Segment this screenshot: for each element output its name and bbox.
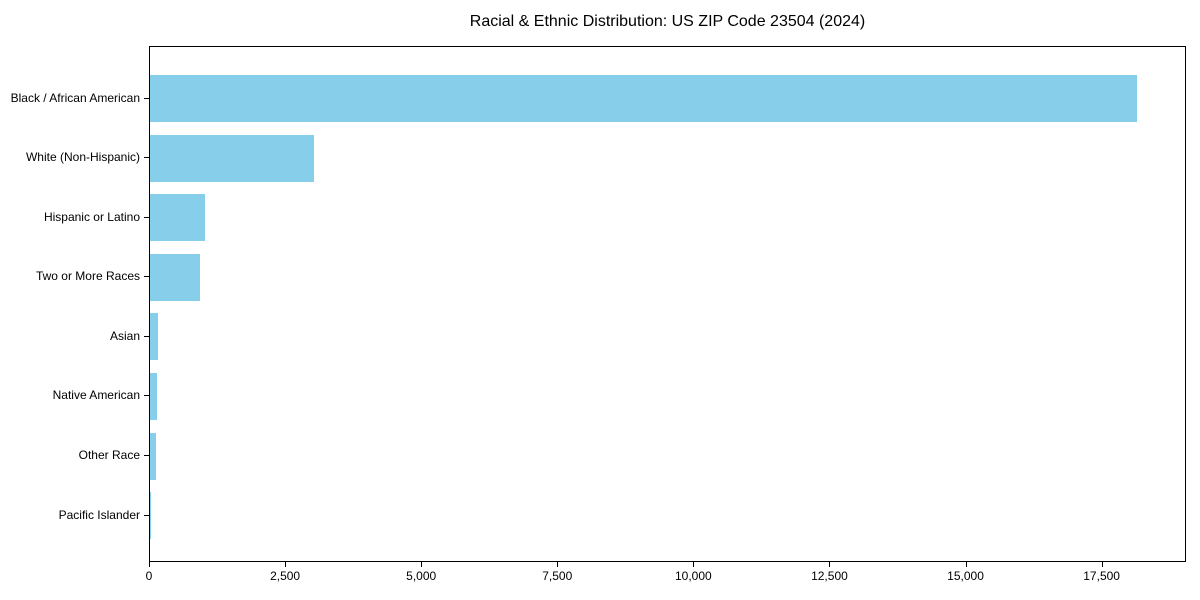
y-tick-mark bbox=[144, 276, 149, 278]
x-tick-label: 2,500 bbox=[270, 569, 301, 583]
y-tick-mark bbox=[144, 335, 149, 337]
y-tick-label-black-african-american: Black / African American bbox=[10, 90, 140, 105]
x-tick-label: 17,500 bbox=[1083, 569, 1120, 583]
x-tick-label: 5,000 bbox=[406, 569, 437, 583]
y-tick-mark bbox=[144, 395, 149, 397]
bar-black-african-american bbox=[150, 75, 1138, 123]
bar-pacific-islander bbox=[150, 492, 151, 540]
x-tick-mark bbox=[829, 562, 831, 567]
x-tick-mark bbox=[421, 562, 423, 567]
y-tick-label-pacific-islander: Pacific Islander bbox=[58, 507, 140, 522]
x-tick-mark bbox=[557, 562, 559, 567]
y-tick-label-white-non-hispanic: White (Non-Hispanic) bbox=[25, 150, 140, 165]
x-tick-label: 7,500 bbox=[542, 569, 573, 583]
bar-hispanic-or-latino bbox=[150, 194, 205, 242]
y-tick-mark bbox=[144, 97, 149, 99]
bar-two-or-more-races bbox=[150, 253, 200, 301]
y-tick-label-two-or-more-races: Two or More Races bbox=[35, 269, 140, 284]
x-tick-mark bbox=[285, 562, 287, 567]
bar-asian bbox=[150, 313, 158, 361]
x-tick-label: 15,000 bbox=[947, 569, 984, 583]
x-tick-label: 0 bbox=[145, 569, 153, 583]
y-tick-mark bbox=[144, 455, 149, 456]
bar-native-american bbox=[150, 372, 158, 420]
y-tick-label-asian: Asian bbox=[109, 328, 140, 343]
y-tick-mark bbox=[144, 157, 149, 159]
bar-white-non-hispanic bbox=[150, 134, 315, 182]
y-tick-mark bbox=[144, 514, 149, 516]
y-tick-mark bbox=[144, 216, 149, 218]
bar-other-race bbox=[150, 432, 157, 480]
x-tick-mark bbox=[693, 562, 695, 567]
x-tick-mark bbox=[149, 562, 150, 567]
plot-area bbox=[149, 46, 1186, 562]
x-tick-mark bbox=[1101, 562, 1103, 567]
y-tick-label-native-american: Native American bbox=[52, 388, 140, 403]
x-tick-label: 12,500 bbox=[811, 569, 848, 583]
x-tick-mark bbox=[965, 562, 967, 567]
y-tick-label-other-race: Other Race bbox=[78, 448, 140, 462]
x-tick-label: 10,000 bbox=[674, 569, 712, 583]
y-tick-label-hispanic-or-latino: Hispanic or Latino bbox=[43, 209, 140, 224]
chart-title: Racial & Ethnic Distribution: US ZIP Cod… bbox=[469, 13, 866, 30]
